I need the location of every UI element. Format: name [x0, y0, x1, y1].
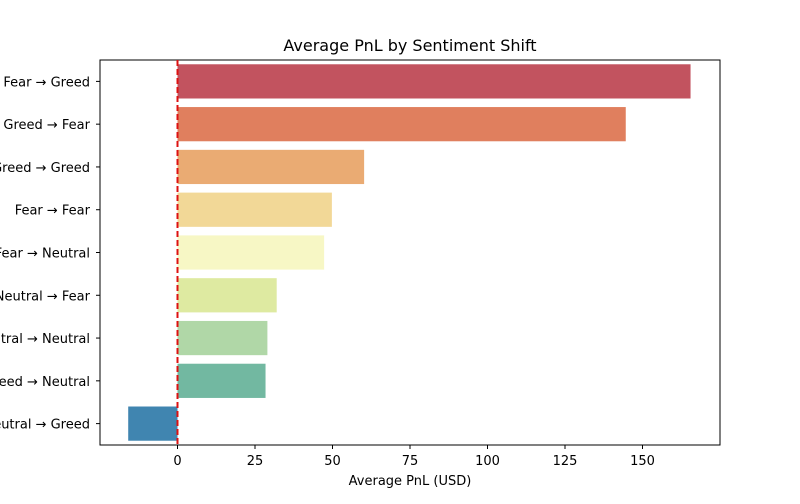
x-axis-ticks: 0 25 50 75 100 125 150	[173, 445, 655, 469]
bar-neutral-neutral	[177, 320, 268, 356]
y-tick-label: Greed → Greed	[0, 161, 90, 176]
x-tick-label: 100	[475, 454, 500, 469]
x-axis-label: Average PnL (USD)	[349, 474, 472, 489]
bar-neutral-greed	[128, 406, 178, 441]
y-tick-label: Neutral → Fear	[0, 289, 91, 304]
y-tick-label: Fear → Neutral	[0, 247, 90, 262]
y-tick-label: Neutral → Neutral	[0, 332, 90, 347]
plot-frame	[99, 59, 721, 446]
y-axis-ticks: Fear → Greed Greed → Fear Greed → Greed Fea…	[0, 75, 100, 433]
y-tick-label: Greed → Fear	[3, 118, 90, 133]
x-tick-label: 50	[324, 454, 341, 469]
x-tick-label: 150	[630, 454, 655, 469]
x-tick-label: 25	[247, 454, 264, 469]
bar-greed-greed	[177, 149, 365, 185]
x-tick-label: 75	[402, 454, 419, 469]
bar-greed-neutral	[177, 363, 266, 398]
x-tick-label: 0	[173, 454, 181, 469]
bar-fear-neutral	[177, 235, 325, 270]
bars-layer	[128, 64, 691, 441]
y-tick-label: Fear → Fear	[15, 204, 91, 219]
bar-fear-fear	[177, 192, 332, 227]
y-tick-label: Neutral → Greed	[0, 418, 90, 433]
bar-fear-greed	[177, 64, 691, 99]
y-tick-label: Greed → Neutral	[0, 375, 90, 390]
bar-neutral-fear	[177, 278, 277, 313]
chart-title: Average PnL by Sentiment Shift	[283, 36, 536, 55]
x-tick-label: 125	[553, 454, 578, 469]
y-tick-label: Fear → Greed	[3, 75, 90, 90]
bar-greed-fear	[177, 107, 626, 142]
